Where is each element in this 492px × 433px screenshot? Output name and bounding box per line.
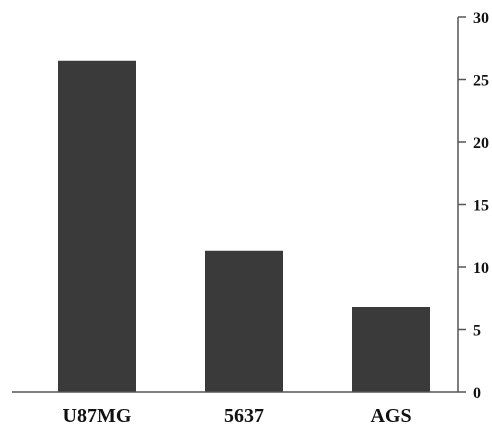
y-tick-label: 30	[473, 10, 489, 27]
y-tick-label: 5	[473, 323, 481, 340]
bars-group	[58, 60, 430, 392]
bar-u87mg	[58, 60, 136, 392]
y-tick-label: 10	[473, 260, 489, 277]
y-tick-label: 20	[473, 135, 489, 152]
axes-group	[12, 16, 466, 393]
y-tick-label: 25	[473, 73, 489, 90]
x-category-label: AGS	[370, 405, 411, 427]
x-category-label: 5637	[224, 405, 264, 427]
bar-5637	[205, 250, 283, 392]
y-tick-label: 0	[473, 385, 481, 402]
x-category-label: U87MG	[63, 405, 132, 427]
bar-ags	[352, 307, 430, 392]
labels-group: 0 5 10 15 20 25 30 U87MG 5637 AGS	[63, 10, 489, 427]
y-tick-label: 15	[473, 198, 489, 215]
